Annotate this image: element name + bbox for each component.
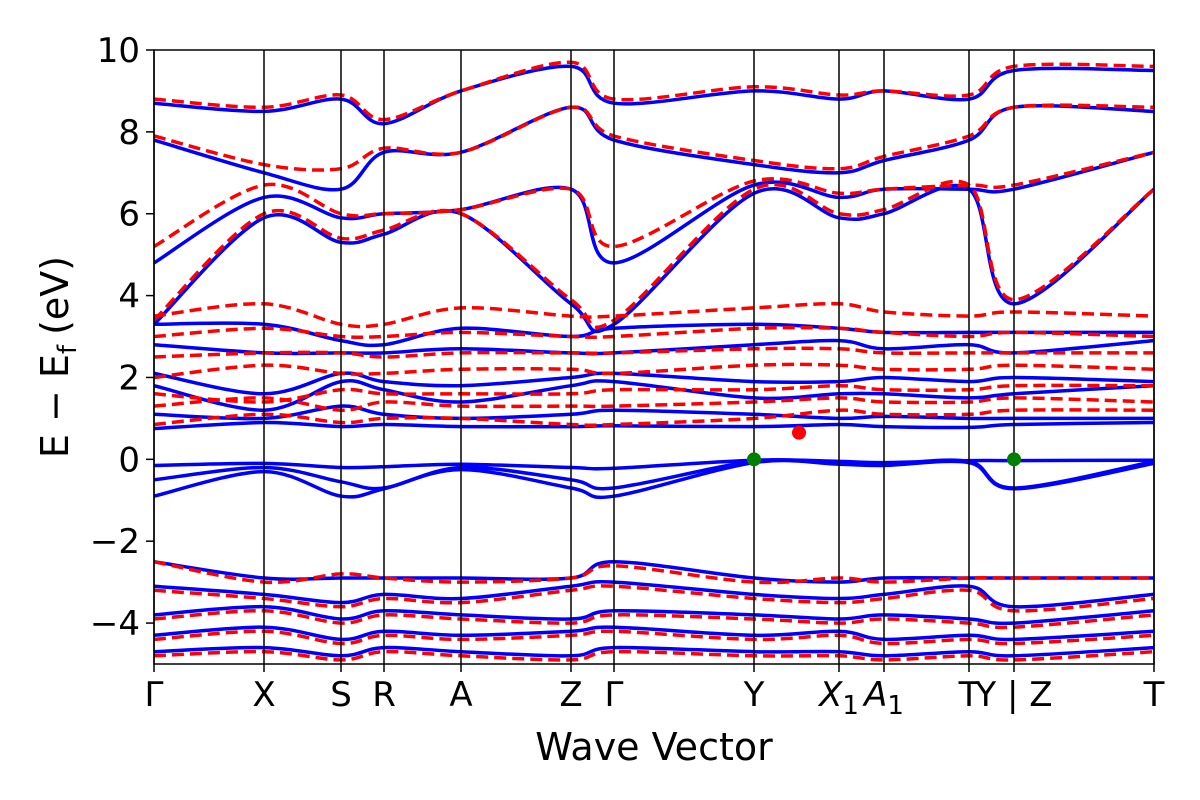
y-axis-label: E − Ef (eV): [33, 256, 83, 458]
y-tick-label: 4: [118, 277, 140, 317]
plot-frame: [153, 49, 1155, 665]
band-line-solid: [154, 420, 1154, 431]
x-tick-label: A1: [862, 675, 904, 721]
y-tick-label: −4: [90, 604, 140, 644]
x-tick-label: T: [1143, 675, 1165, 715]
band-line-dashed: [154, 103, 1154, 172]
y-tick-label: 6: [118, 195, 140, 235]
x-tick-label: T: [958, 675, 980, 715]
band-line-dashed: [154, 301, 1154, 329]
x-tick-label: Y: [743, 675, 765, 715]
y-tick-label: 10: [97, 31, 140, 71]
y-axis-label-main: E − E: [33, 354, 77, 458]
x-tick-label: R: [372, 675, 396, 715]
bands-layer: [154, 60, 1154, 662]
band-line-solid: [154, 64, 1154, 126]
y-tick-label: −2: [90, 522, 140, 562]
x-tick-label: Y | Z: [974, 675, 1052, 715]
markers-layer: [747, 425, 1021, 467]
x-axis-label: Wave Vector: [535, 725, 773, 769]
band-line-solid: [154, 104, 1154, 192]
band-line-solid: [154, 371, 1154, 396]
x-tick-label: X: [252, 675, 275, 715]
y-axis-label-sub: f: [53, 344, 83, 354]
x-tick-label: X1: [817, 675, 859, 721]
x-tick-label: Γ: [605, 675, 624, 715]
band-edge-marker: [1007, 452, 1021, 467]
x-tick-label: A: [449, 675, 472, 715]
band-line-solid: [154, 183, 1154, 334]
x-tick-label: Γ: [145, 675, 164, 715]
y-axis-ticks: −4 −2 0 2 4 6 8 10: [90, 31, 154, 644]
y-axis-label-unit: (eV): [33, 256, 77, 335]
y-tick-label: 2: [118, 358, 140, 398]
y-tick-label: 8: [118, 113, 140, 153]
kpath-lines: [153, 50, 1155, 664]
band-line-dashed: [154, 325, 1154, 340]
x-tick-label: S: [330, 675, 352, 715]
band-line-dashed: [154, 150, 1154, 249]
y-tick-label: 0: [118, 440, 140, 480]
x-tick-label: Z: [559, 675, 582, 715]
band-edge-marker: [747, 452, 761, 467]
band-edge-marker: [792, 425, 806, 440]
band-line-solid: [154, 458, 1154, 471]
